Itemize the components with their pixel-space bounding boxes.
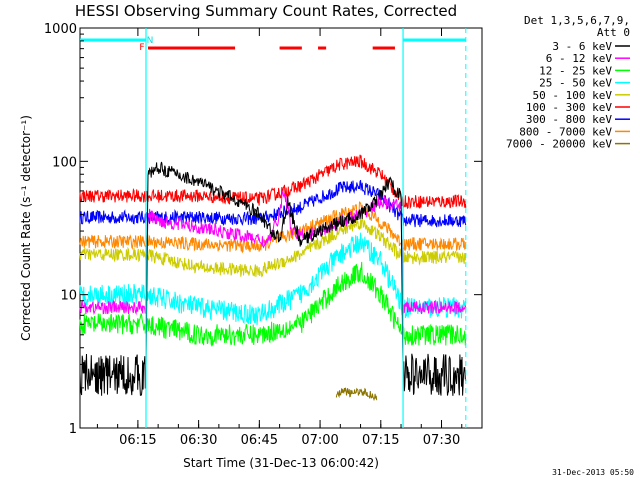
legend-label-8: 7000 - 20000 keV	[506, 138, 612, 151]
legend-label-6: 300 - 800 keV	[526, 113, 612, 126]
series-layer	[79, 154, 467, 402]
legend-label-3: 25 - 50 keV	[539, 77, 612, 90]
x-tick-label-2: 06:45	[241, 433, 278, 448]
legend-header-line-2: Att 0	[597, 26, 630, 39]
axis-layer: 06:15 06:30 06:45 07:00 07:15 07:30 1 10 100 1000	[44, 22, 482, 448]
x-tick-label-5: 07:30	[423, 433, 460, 448]
x-axis-label: Start Time (31-Dec-13 06:00:42)	[183, 456, 379, 470]
flag-label-1: N	[147, 36, 154, 46]
legend-label-2: 12 - 25 keV	[539, 64, 612, 77]
series-line-3	[79, 232, 467, 326]
series-line-0	[79, 161, 467, 396]
series-line-2	[79, 261, 467, 348]
legend-label-1: 6 - 12 keV	[546, 52, 613, 65]
marker-layer: FN	[80, 28, 467, 428]
legend-label-4: 50 - 100 keV	[533, 89, 613, 102]
x-tick-label-1: 06:30	[180, 433, 217, 448]
legend-label-5: 100 - 300 keV	[526, 101, 612, 114]
y-axis-label: Corrected Count Rate (s⁻¹ detector⁻¹)	[19, 115, 33, 341]
chart-title: HESSI Observing Summary Count Rates, Cor…	[75, 2, 457, 20]
y-tick-label-0: 1	[69, 422, 77, 437]
legend-header-line-1: Det 1,3,5,6,7,9,	[524, 14, 630, 27]
series-line-5	[79, 154, 467, 210]
series-line-7	[79, 201, 467, 254]
series-line-8	[335, 387, 378, 402]
legend-label-0: 3 - 6 keV	[552, 40, 612, 53]
legend-label-7: 800 - 7000 keV	[519, 125, 612, 138]
footer-date: 31-Dec-2013 05:50	[552, 468, 634, 477]
x-tick-label-3: 07:00	[301, 433, 338, 448]
y-tick-label-2: 100	[52, 155, 77, 170]
plot-frame	[79, 27, 483, 429]
y-tick-label-1: 10	[60, 289, 77, 304]
y-tick-label-3: 1000	[44, 22, 77, 37]
x-tick-label-0: 06:15	[119, 433, 156, 448]
x-tick-label-4: 07:15	[362, 433, 399, 448]
series-line-4	[79, 216, 467, 278]
flag-label-0: F	[139, 43, 144, 53]
